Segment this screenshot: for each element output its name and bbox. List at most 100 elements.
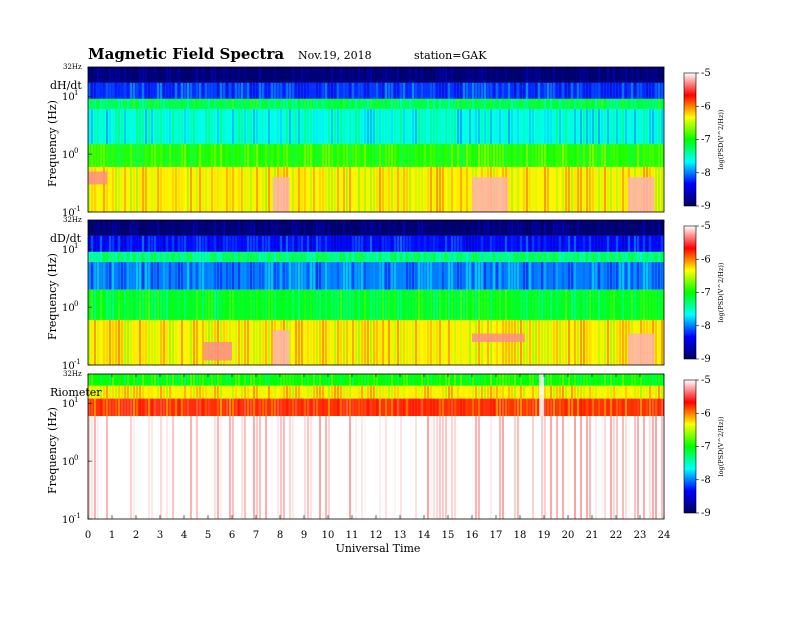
y-tick-label: 10 bbox=[62, 457, 75, 468]
colorbar: -5 -6 -7 -8 -9 log(PSD(V^2/Hz)) bbox=[683, 68, 725, 212]
top-frequency-label: 32Hz bbox=[63, 370, 82, 378]
station-label: station=GAK bbox=[414, 49, 487, 62]
colorbar-tick-label: -9 bbox=[701, 508, 711, 519]
colorbar-label: log(PSD(V^2/Hz)) bbox=[717, 262, 725, 322]
x-tick-label: 18 bbox=[514, 530, 527, 541]
y-tick-label: 10 bbox=[62, 361, 75, 372]
y-tick-exponent: -1 bbox=[74, 358, 81, 366]
y-tick-exponent: 0 bbox=[74, 300, 78, 308]
y-tick-label: 10 bbox=[62, 208, 75, 219]
band-texture bbox=[88, 262, 663, 290]
date-label: Nov.19, 2018 bbox=[298, 49, 372, 62]
y-tick-label: 10 bbox=[62, 92, 75, 103]
x-tick-label: 7 bbox=[253, 530, 259, 541]
y-tick-label: 10 bbox=[62, 245, 75, 256]
time-axis: 0 1 2 3 4 5 6 7 8 9 10 11 12 13 14 15 16 17 18 19 20 21 22 23 24 bbox=[85, 515, 671, 541]
y-tick-label: 10 bbox=[62, 150, 75, 161]
spectral-event bbox=[203, 341, 232, 361]
y-tick-exponent: 1 bbox=[74, 242, 78, 250]
colorbar-tick-label: -8 bbox=[701, 321, 711, 332]
colorbar-tick-label: -6 bbox=[701, 408, 711, 419]
colorbar-gradient bbox=[683, 72, 697, 207]
x-tick-label: 1 bbox=[109, 530, 115, 541]
colorbar-gradient bbox=[683, 379, 697, 514]
band-texture bbox=[88, 82, 663, 99]
y-axis-label: Frequency (Hz) bbox=[46, 407, 59, 494]
y-tick-exponent: 1 bbox=[74, 396, 78, 404]
band-texture bbox=[88, 235, 663, 252]
x-tick-label: 20 bbox=[562, 530, 575, 541]
spectral-event bbox=[472, 333, 525, 342]
colorbars: -5 -6 -7 -8 -9 log(PSD(V^2/Hz)) -5 -6 -7 -8 -9 log(… bbox=[683, 68, 725, 519]
y-tick-exponent: -1 bbox=[74, 512, 81, 520]
x-tick-label: 12 bbox=[370, 530, 383, 541]
band-texture bbox=[88, 289, 663, 320]
x-tick-label: 23 bbox=[634, 530, 647, 541]
band-texture bbox=[88, 98, 663, 110]
x-tick-label: 11 bbox=[346, 530, 359, 541]
spectral-event bbox=[472, 177, 508, 212]
colorbar: -5 -6 -7 -8 -9 log(PSD(V^2/Hz)) bbox=[683, 221, 725, 365]
x-tick-label: 13 bbox=[394, 530, 407, 541]
colorbar: -5 -6 -7 -8 -9 log(PSD(V^2/Hz)) bbox=[683, 375, 725, 519]
x-tick-label: 21 bbox=[586, 530, 599, 541]
colorbar-tick-label: -7 bbox=[701, 288, 711, 299]
spectral-event bbox=[628, 177, 655, 212]
x-tick-label: 8 bbox=[277, 530, 283, 541]
spectral-event bbox=[628, 333, 655, 365]
x-tick-label: 17 bbox=[490, 530, 503, 541]
colorbar-tick-label: -9 bbox=[701, 354, 711, 365]
y-tick-exponent: -1 bbox=[74, 205, 81, 213]
band-texture bbox=[88, 374, 663, 386]
x-tick-label: 4 bbox=[181, 530, 187, 541]
colorbar-label: log(PSD(V^2/Hz)) bbox=[717, 416, 725, 476]
band-texture bbox=[88, 385, 663, 399]
colorbar-gradient bbox=[683, 225, 697, 360]
band-texture bbox=[88, 251, 663, 263]
band-texture bbox=[88, 416, 663, 519]
band-texture bbox=[88, 143, 663, 167]
x-tick-label: 6 bbox=[229, 530, 235, 541]
band-texture bbox=[88, 220, 663, 236]
colorbar-tick-label: -8 bbox=[701, 475, 711, 486]
x-tick-label: 2 bbox=[133, 530, 139, 541]
x-tick-label: 15 bbox=[442, 530, 455, 541]
colorbar-tick-label: -6 bbox=[701, 254, 711, 265]
colorbar-tick-label: -8 bbox=[701, 168, 711, 179]
y-axis-label: Frequency (Hz) bbox=[46, 253, 59, 340]
y-tick-label: 10 bbox=[62, 515, 75, 526]
band-texture bbox=[88, 109, 663, 144]
spectral-event bbox=[272, 177, 290, 212]
y-tick-label: 10 bbox=[62, 399, 75, 410]
panel-label: dH/dt bbox=[50, 79, 82, 92]
x-tick-label: 3 bbox=[157, 530, 163, 541]
x-tick-label: 0 bbox=[85, 530, 91, 541]
x-tick-label: 9 bbox=[301, 530, 307, 541]
panel-label: Riometer bbox=[50, 386, 102, 399]
spectral-event bbox=[272, 330, 290, 365]
spectral-event bbox=[88, 171, 108, 185]
x-tick-label: 19 bbox=[538, 530, 551, 541]
colorbar-tick-label: -5 bbox=[701, 68, 711, 79]
x-axis-label: Universal Time bbox=[336, 542, 421, 555]
band-texture bbox=[88, 67, 663, 83]
panel-label: dD/dt bbox=[50, 232, 82, 245]
x-tick-label: 5 bbox=[205, 530, 211, 541]
y-tick-exponent: 0 bbox=[74, 454, 78, 462]
y-tick-exponent: 1 bbox=[74, 89, 78, 97]
y-axis-label: Frequency (Hz) bbox=[46, 100, 59, 187]
y-tick-exponent: 0 bbox=[74, 147, 78, 155]
y-tick-label: 10 bbox=[62, 303, 75, 314]
x-tick-label: 10 bbox=[322, 530, 335, 541]
x-tick-label: 24 bbox=[658, 530, 671, 541]
colorbar-tick-label: -6 bbox=[701, 101, 711, 112]
colorbar-tick-label: -7 bbox=[701, 135, 711, 146]
x-tick-label: 22 bbox=[610, 530, 623, 541]
top-frequency-label: 32Hz bbox=[63, 63, 82, 71]
colorbar-tick-label: -5 bbox=[701, 375, 711, 386]
